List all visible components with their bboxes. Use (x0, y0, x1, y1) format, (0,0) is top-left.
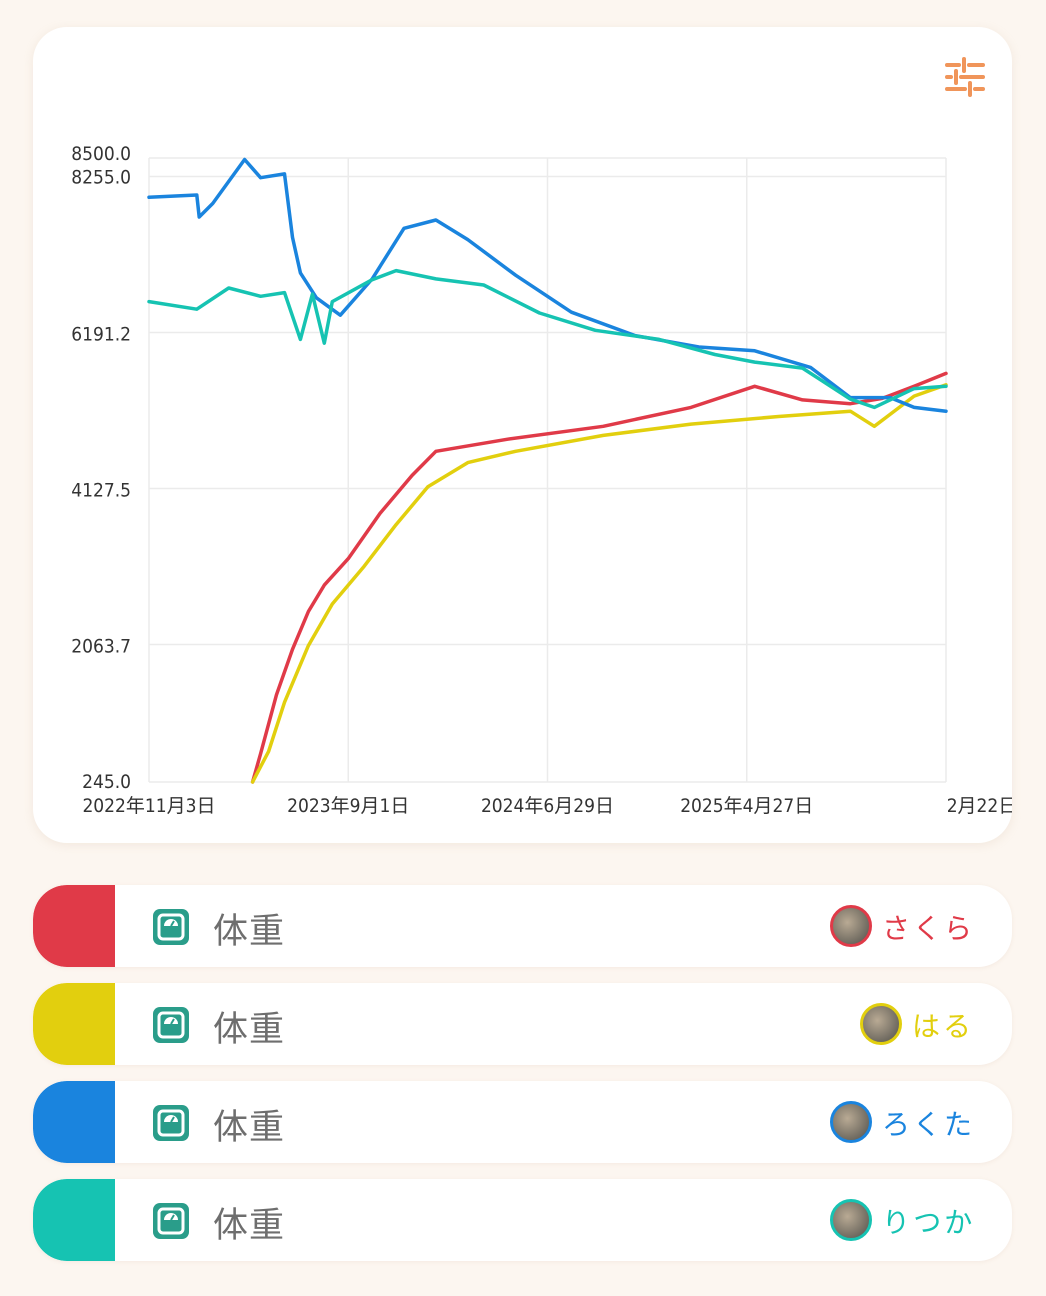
x-tick-label: 2022年11月3日 (82, 795, 215, 817)
pet-name: さくら (882, 912, 976, 945)
scale-icon (153, 1105, 189, 1141)
y-tick-label: 2063.7 (71, 636, 131, 658)
sliders-icon (945, 57, 985, 97)
y-tick-label: 6191.2 (71, 324, 131, 346)
pet-name: ろくた (882, 1108, 976, 1141)
chart-card: 8500.0 8255.0 6191.2 4127.5 2063.7 245.0 2022年… (33, 27, 1012, 843)
pet-avatar (830, 905, 872, 947)
metric-label: 体重 (213, 1010, 286, 1050)
y-tick-label: 8255.0 (71, 167, 131, 189)
pet-name: りつか (882, 1206, 976, 1239)
y-tick-label: 245.0 (82, 771, 131, 793)
y-tick-label: 4127.5 (71, 480, 131, 502)
scale-icon (153, 1007, 189, 1043)
metric-label: 体重 (213, 1206, 286, 1246)
legend-row[interactable]: 体重 りつか (33, 1179, 1012, 1261)
series-line (147, 157, 948, 413)
x-tick-label: 2月22日 (947, 795, 1012, 817)
series-color-swatch (33, 983, 115, 1065)
pet-avatar (830, 1199, 872, 1241)
series-line (250, 371, 948, 784)
series-line (147, 268, 948, 410)
legend-row[interactable]: 体重 さくら (33, 885, 1012, 967)
series-color-swatch (33, 885, 115, 967)
pet-name: はる (912, 1010, 975, 1043)
metric-label: 体重 (213, 912, 286, 952)
scale-icon (153, 1203, 189, 1239)
series-color-swatch (33, 1179, 115, 1261)
legend-row[interactable]: 体重 はる (33, 983, 1012, 1065)
series-color-swatch (33, 1081, 115, 1163)
metric-label: 体重 (213, 1108, 286, 1148)
pet-avatar (830, 1101, 872, 1143)
series-line (250, 383, 948, 784)
filter-button[interactable] (939, 57, 991, 97)
y-tick-label: 8500.0 (71, 143, 131, 165)
x-tick-label: 2025年4月27日 (680, 795, 813, 817)
x-tick-label: 2023年9月1日 (287, 795, 409, 817)
scale-icon (153, 909, 189, 945)
legend-row[interactable]: 体重 ろくた (33, 1081, 1012, 1163)
pet-avatar (860, 1003, 902, 1045)
x-tick-label: 2024年6月29日 (481, 795, 614, 817)
